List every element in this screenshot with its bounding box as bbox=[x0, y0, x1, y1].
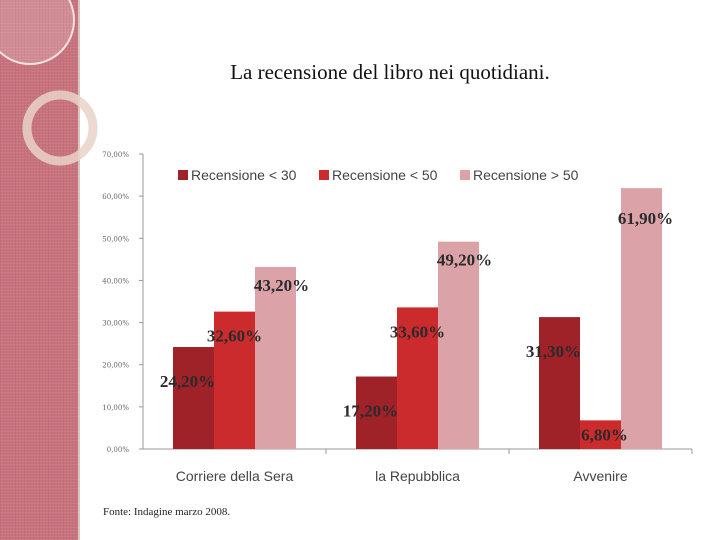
legend-swatch bbox=[460, 170, 470, 180]
data-label: 31,30% bbox=[526, 342, 581, 361]
category-label: la Repubblica bbox=[375, 468, 460, 484]
data-label: 17,20% bbox=[343, 402, 398, 421]
bar bbox=[173, 347, 214, 449]
y-tick-label: 70,00% bbox=[102, 151, 129, 159]
bar bbox=[356, 376, 397, 449]
slide-title: La recensione del libro nei quotidiani. bbox=[230, 60, 550, 84]
data-label: 33,60% bbox=[390, 322, 445, 341]
data-label: 49,20% bbox=[437, 251, 492, 270]
data-label: 32,60% bbox=[207, 327, 262, 346]
decorative-circles bbox=[0, 0, 98, 166]
y-tick-label: 10,00% bbox=[102, 404, 129, 412]
bar bbox=[438, 241, 479, 449]
data-label: 43,20% bbox=[254, 276, 309, 295]
legend-swatch bbox=[319, 170, 329, 180]
sidebar-edge bbox=[78, 0, 80, 540]
source-note: Fonte: Indagine marzo 2008. bbox=[103, 506, 231, 518]
y-tick-label: 40,00% bbox=[102, 277, 129, 285]
legend-label: Recensione < 50 bbox=[332, 167, 438, 183]
bar bbox=[214, 311, 255, 449]
y-tick-label: 50,00% bbox=[102, 235, 129, 243]
data-label: 24,20% bbox=[160, 372, 215, 391]
y-tick-label: 0,00% bbox=[107, 446, 130, 454]
bar bbox=[539, 317, 580, 449]
y-tick-label: 20,00% bbox=[102, 362, 129, 370]
bar bbox=[397, 307, 438, 449]
legend-label: Recensione < 30 bbox=[191, 167, 297, 183]
data-label: 61,90% bbox=[618, 209, 673, 228]
y-tick-label: 60,00% bbox=[102, 193, 129, 201]
bar-chart: 0,00% 10,00% 20,00% 30,00% 40,00% 50,00% 60,00… bbox=[102, 151, 693, 484]
legend-swatch bbox=[178, 170, 188, 180]
bar bbox=[255, 266, 296, 449]
legend-label: Recensione > 50 bbox=[473, 167, 579, 183]
category-label: Avvenire bbox=[573, 468, 627, 484]
data-label: 6,80% bbox=[581, 425, 628, 444]
category-label: Corriere della Sera bbox=[176, 468, 294, 484]
bar bbox=[621, 188, 662, 449]
decorative-sidebar bbox=[0, 0, 78, 540]
y-tick-label: 30,00% bbox=[102, 320, 129, 328]
bar bbox=[580, 420, 621, 449]
